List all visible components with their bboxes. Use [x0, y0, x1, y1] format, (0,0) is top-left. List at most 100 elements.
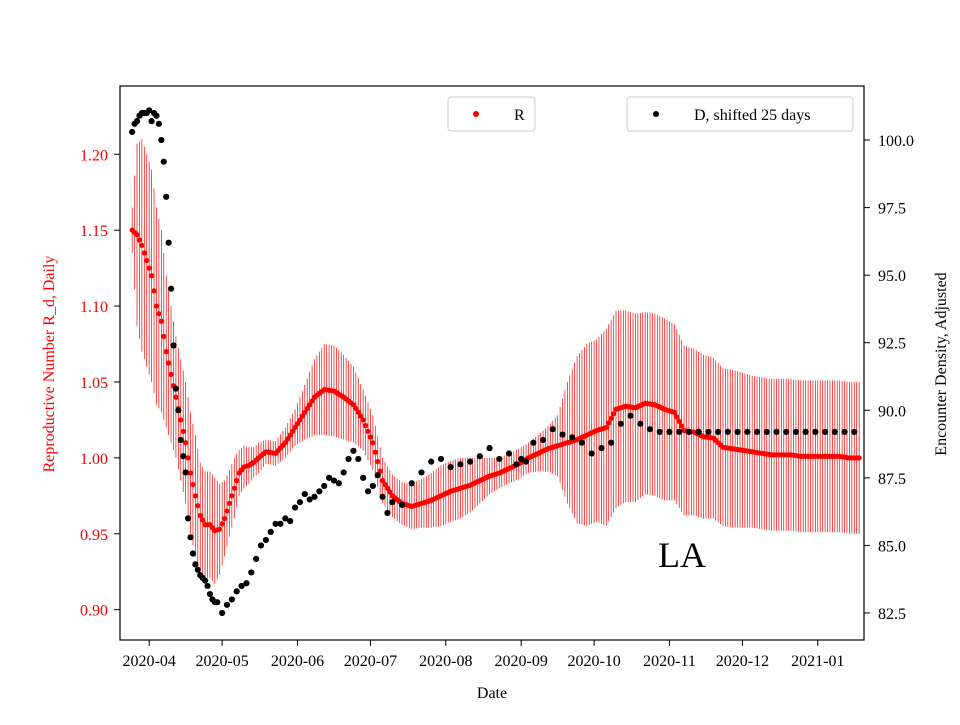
legend-r-marker [473, 111, 479, 117]
r-point [195, 503, 201, 509]
d-point [187, 534, 194, 541]
d-point [282, 515, 289, 522]
d-point [773, 428, 780, 436]
d-point [588, 450, 595, 457]
d-point [437, 455, 445, 463]
r-point [299, 413, 305, 419]
x-tick-label: 2020-07 [344, 653, 397, 670]
d-point [467, 458, 474, 465]
d-point [287, 517, 294, 525]
x-tick-label: 2021-01 [791, 653, 844, 670]
d-point [379, 493, 386, 500]
r-point [355, 409, 361, 415]
d-point [325, 474, 333, 481]
r-point [610, 411, 617, 417]
d-point [792, 428, 800, 436]
d-point [812, 428, 819, 436]
y-right-tick-label: 100.0 [878, 133, 914, 150]
right-y-axis: 82.5 85.0 87.5 90.0 92.5 95.0 97.5 100.0 [864, 133, 914, 623]
r-point [285, 436, 291, 442]
d-point [291, 504, 299, 511]
r-point [603, 424, 609, 431]
legend-d-marker [653, 111, 659, 117]
r-point [136, 237, 143, 243]
r-point [358, 413, 364, 419]
r-point [229, 493, 235, 499]
r-point [224, 508, 230, 514]
d-point [646, 426, 654, 433]
series-r [129, 227, 862, 534]
x-tick-label: 2020-04 [123, 653, 176, 670]
r-point [168, 371, 174, 377]
r-point [185, 455, 191, 461]
d-point [153, 112, 160, 119]
d-point [598, 445, 605, 452]
x-tick-label: 2020-08 [419, 653, 472, 670]
d-point [301, 490, 308, 498]
r-point [151, 288, 157, 294]
d-point [486, 445, 493, 452]
d-point [133, 118, 141, 125]
r-point [187, 470, 194, 476]
d-point [194, 566, 201, 573]
r-point [178, 417, 184, 423]
d-point [559, 431, 566, 438]
d-point [569, 434, 576, 441]
d-point [201, 577, 209, 584]
d-point [262, 536, 269, 544]
r-point [139, 242, 145, 248]
d-point [175, 407, 182, 414]
r-point [161, 333, 167, 340]
r-point [387, 489, 393, 495]
r-point [226, 500, 233, 506]
d-point [355, 455, 362, 463]
r-point [231, 485, 237, 491]
d-point [228, 596, 235, 603]
d-point [821, 428, 829, 436]
r-point [360, 417, 366, 423]
d-point [360, 474, 367, 481]
y-left-tick-label: 1.15 [80, 223, 108, 240]
r-point [856, 455, 862, 461]
d-point [146, 107, 153, 114]
d-point [214, 599, 221, 606]
d-point [148, 118, 155, 125]
d-point [223, 601, 231, 608]
plot-frame [119, 85, 865, 641]
d-point [656, 428, 663, 436]
d-point [608, 439, 615, 446]
y-left-tick-label: 1.00 [80, 451, 108, 468]
d-point [705, 428, 712, 436]
d-point [476, 453, 483, 460]
y-right-tick-label: 92.5 [878, 336, 906, 353]
r-point [304, 405, 310, 412]
d-point [321, 482, 328, 490]
d-point [513, 461, 520, 468]
d-point [374, 472, 381, 479]
d-point [172, 385, 180, 392]
d-point [248, 569, 255, 576]
d-point [155, 120, 163, 127]
legend-d-box [626, 96, 854, 132]
y-left-tick-label: 1.20 [80, 147, 108, 164]
d-point [177, 436, 184, 444]
r-point [180, 428, 186, 434]
d-point [428, 458, 435, 465]
d-point [744, 428, 751, 436]
x-tick-label: 2020-12 [716, 653, 769, 670]
d-point [253, 555, 260, 563]
d-point [180, 453, 187, 460]
r-point [141, 250, 147, 256]
r-point [234, 478, 240, 484]
d-point [306, 496, 313, 503]
d-point [192, 561, 199, 568]
d-point [539, 436, 547, 444]
r-point [144, 257, 150, 264]
r-point [297, 417, 303, 423]
x-axis: 2020-04 2020-05 2020-06 2020-07 2020-08 2020-… [123, 640, 844, 670]
d-point [447, 463, 454, 471]
d-point [518, 455, 525, 463]
r-point [671, 409, 677, 415]
r-point [294, 421, 301, 427]
